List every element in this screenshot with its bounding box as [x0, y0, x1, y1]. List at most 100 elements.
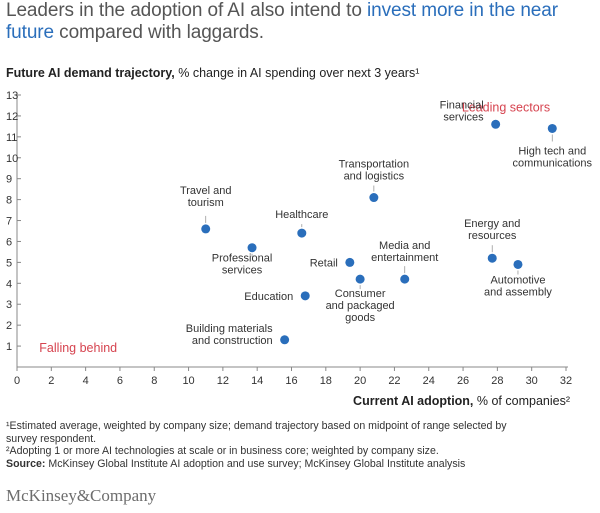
title-text-part1: Leaders in the adoption of AI also inten…: [6, 0, 367, 21]
point-label-line: and logistics: [344, 171, 405, 183]
point-label-line: entertainment: [371, 252, 438, 264]
point-label-line: High tech and: [518, 145, 586, 157]
point-label-line: Education: [244, 291, 293, 303]
x-tick-label: 32: [560, 375, 572, 387]
data-point-healthcare: [297, 228, 307, 238]
point-label-line: services: [443, 111, 484, 123]
y-axis-label-bold: Future AI demand trajectory,: [6, 66, 175, 80]
point-label-line: tourism: [188, 197, 224, 209]
point-label-energy-and-resources: Energy and resources: [464, 218, 520, 242]
title-text-part2: compared with laggards.: [54, 22, 264, 43]
y-tick-label: 4: [6, 278, 12, 290]
data-point-automotive-and-assembly: [513, 259, 523, 269]
point-label-line: communications: [513, 157, 593, 169]
y-tick-label: 13: [6, 90, 18, 102]
x-axis-label-bold: Current AI adoption,: [353, 394, 473, 408]
point-label-high-tech-and-communications: High tech and communications: [513, 145, 593, 169]
y-tick-label: 1: [6, 341, 12, 353]
y-axis-label: Future AI demand trajectory, % change in…: [6, 66, 419, 80]
point-label-line: Building materials: [186, 323, 273, 335]
point-label-line: and construction: [192, 335, 273, 347]
annotation-falling-behind: Falling behind: [39, 341, 117, 355]
y-tick-label: 3: [6, 299, 12, 311]
y-tick-label: 8: [6, 195, 12, 207]
y-tick-label: 5: [6, 257, 12, 269]
brand-logo-text: McKinsey&Company: [6, 486, 157, 505]
y-tick-label: 10: [6, 153, 18, 165]
point-label-transportation-and-logistics: Transportation and logistics: [339, 159, 410, 183]
x-axis-label-rest: % of companies²: [473, 394, 570, 408]
data-point-building-materials-and-construction: [280, 335, 290, 345]
source-note: Source: McKinsey Global Institute AI ado…: [6, 458, 596, 471]
source-text: McKinsey Global Institute AI adoption an…: [45, 457, 466, 470]
y-tick-label: 9: [6, 174, 12, 186]
y-tick-label: 12: [6, 111, 18, 123]
footnote-1-line-2: survey respondent.: [6, 432, 97, 445]
y-tick-label: 7: [6, 216, 12, 228]
point-label-professional-services: Professional services: [212, 253, 273, 277]
point-label-line: Transportation: [339, 159, 410, 171]
point-label-retail: Retail: [310, 257, 338, 269]
y-tick-label: 6: [6, 236, 12, 248]
data-point-media-and-entertainment: [400, 274, 410, 284]
x-tick-label: 28: [491, 375, 503, 387]
point-label-building-materials-and-construction: Building materials and construction: [186, 323, 273, 347]
y-tick-label: 2: [6, 320, 12, 332]
data-point-education: [300, 291, 310, 301]
point-label-media-and-entertainment: Media and entertainment: [371, 240, 438, 264]
point-label-line: goods: [345, 312, 375, 324]
data-point-consumer-and-packaged-goods: [355, 274, 365, 284]
x-tick-label: 12: [217, 375, 229, 387]
x-tick-label: 4: [83, 375, 89, 387]
x-tick-label: 30: [526, 375, 538, 387]
point-label-line: Professional: [212, 253, 273, 265]
x-tick-label: 16: [285, 375, 297, 387]
point-label-line: and assembly: [484, 286, 552, 298]
y-axis-label-rest: % change in AI spending over next 3 year…: [174, 66, 420, 80]
data-point-retail: [345, 257, 355, 267]
data-point-energy-and-resources: [487, 253, 497, 263]
footnote-1-line-1: ¹Estimated average, weighted by company …: [6, 420, 507, 432]
footnotes: ¹Estimated average, weighted by company …: [6, 420, 596, 470]
point-label-line: Automotive: [490, 274, 545, 286]
point-label-line: Financial: [440, 99, 484, 111]
point-label-healthcare: Healthcare: [275, 209, 328, 221]
x-tick-label: 24: [423, 375, 435, 387]
x-tick-label: 0: [14, 375, 20, 387]
x-tick-label: 22: [388, 375, 400, 387]
data-point-professional-services: [247, 243, 257, 253]
x-tick-label: 26: [457, 375, 469, 387]
data-point-travel-and-tourism: [201, 224, 211, 234]
point-label-line: Media and: [379, 240, 430, 252]
point-label-financial-services: Financial services: [440, 99, 485, 123]
x-tick-label: 6: [117, 375, 123, 387]
point-label-line: Retail: [310, 257, 338, 269]
point-label-consumer-and-packaged-goods: Consumer and packaged goods: [326, 288, 395, 324]
point-label-line: Travel and: [180, 185, 232, 197]
point-label-line: services: [222, 265, 263, 277]
x-tick-label: 2: [48, 375, 54, 387]
source-label: Source:: [6, 457, 46, 470]
x-tick-label: 10: [182, 375, 194, 387]
point-label-automotive-and-assembly: Automotive and assembly: [484, 274, 552, 298]
point-label-education: Education: [244, 291, 293, 303]
x-axis-label: Current AI adoption, % of companies²: [353, 394, 570, 408]
data-point-high-tech-and-communications: [547, 123, 557, 133]
point-label-line: and packaged: [326, 300, 395, 312]
x-tick-label: 8: [151, 375, 157, 387]
chart-title: Leaders in the adoption of AI also inten…: [6, 0, 596, 44]
data-point-transportation-and-logistics: [369, 193, 379, 203]
point-label-line: resources: [468, 230, 517, 242]
point-label-travel-and-tourism: Travel and tourism: [180, 185, 232, 209]
x-tick-label: 18: [320, 375, 332, 387]
x-tick-label: 14: [251, 375, 263, 387]
footnote-2: ²Adopting 1 or more AI technologies at s…: [6, 445, 439, 457]
x-tick-label: 20: [354, 375, 366, 387]
point-label-line: Energy and: [464, 218, 520, 230]
annotation-leading-sectors: Leading sectors: [462, 101, 550, 115]
y-tick-label: 11: [6, 132, 17, 144]
title-text-highlight: invest more in the near future: [6, 0, 558, 43]
point-label-line: Consumer: [335, 288, 386, 300]
point-label-line: Healthcare: [275, 209, 328, 221]
